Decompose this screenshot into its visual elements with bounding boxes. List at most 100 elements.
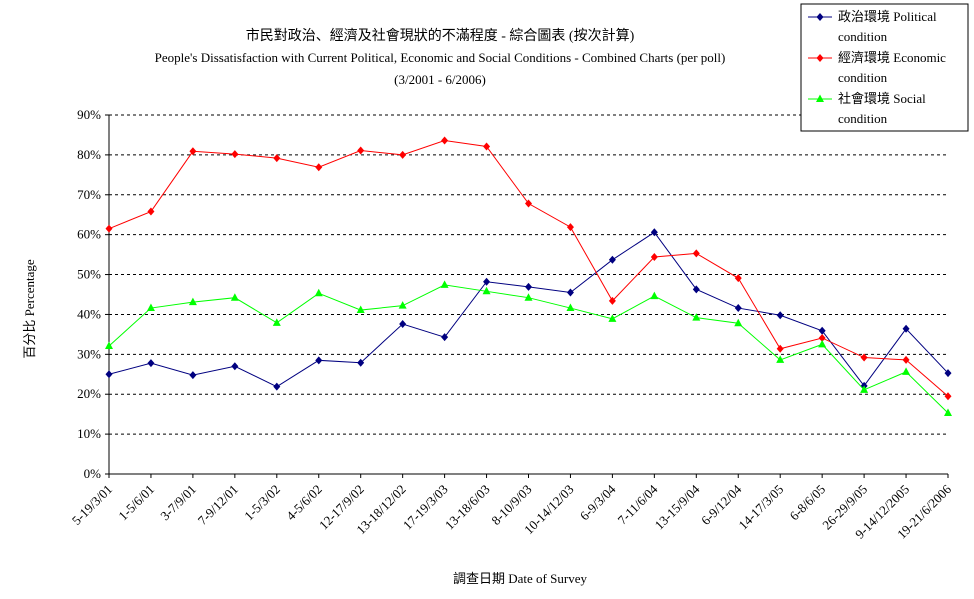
series-line: [108, 140, 949, 397]
x-tick-label: 1-5/3/02: [241, 482, 283, 524]
data-point: [483, 277, 491, 286]
y-tick-label: 60%: [77, 227, 101, 242]
data-point: [105, 224, 113, 233]
y-tick-label: 30%: [77, 346, 101, 361]
data-point: [818, 339, 827, 348]
data-point: [441, 333, 449, 342]
y-axis-ticks: 0% 10% 20% 30% 40% 50% 60% 70% 80% 90%: [77, 107, 109, 481]
data-point: [944, 408, 952, 416]
data-point: [524, 293, 533, 301]
data-point: [608, 255, 616, 264]
x-tick-label: 7-9/12/01: [195, 482, 241, 528]
data-point: [399, 150, 407, 159]
x-tick-label: 6-8/6/05: [787, 482, 829, 524]
legend-label-cont: condition: [838, 111, 888, 126]
data-point: [399, 320, 407, 329]
data-point: [944, 369, 952, 378]
data-point: [357, 358, 365, 367]
data-point: [734, 274, 742, 283]
data-point: [189, 147, 197, 156]
legend-label-cont: condition: [838, 29, 888, 44]
x-tick-label: 13-18/6/03: [442, 482, 493, 533]
legend-marker: [816, 54, 824, 62]
x-tick-label: 17-19/3/03: [400, 482, 451, 533]
data-point: [147, 359, 155, 368]
x-axis-label: 調查日期 Date of Survey: [453, 571, 587, 586]
data-point: [608, 296, 616, 305]
data-point: [902, 324, 910, 333]
data-point: [482, 286, 491, 295]
data-point: [230, 293, 239, 301]
data-point: [776, 344, 784, 353]
legend-marker: [816, 94, 824, 102]
data-point: [188, 297, 197, 306]
legend: 政治環境 Political condition 經濟環境 Economic cond…: [800, 3, 969, 132]
data-point: [315, 356, 323, 365]
y-tick-label: 80%: [77, 147, 101, 162]
chart-title: 市民對政治、經濟及社會現狀的不滿程度 - 綜合圖表 (按次計算): [246, 27, 635, 44]
data-point: [356, 305, 365, 314]
y-tick-label: 10%: [77, 426, 101, 441]
gridlines: [109, 114, 948, 435]
data-point: [650, 253, 658, 262]
legend-label: 社會環境 Social: [838, 91, 926, 106]
data-point: [525, 199, 532, 208]
y-tick-label: 50%: [77, 267, 101, 282]
data-point: [231, 150, 239, 159]
data-point: [734, 318, 743, 327]
data-point: [650, 228, 658, 237]
y-tick-label: 70%: [77, 187, 101, 202]
x-axis-ticks: 5-19/3/01 1-5/6/01 3-7/9/017-9/12/01 1-5/3/…: [69, 474, 954, 542]
data-point: [231, 362, 239, 371]
data-point: [483, 142, 491, 151]
legend-marker: [816, 13, 824, 21]
series-1: [105, 136, 952, 401]
data-point: [357, 146, 365, 155]
x-tick-label: 14-17/3/05: [735, 482, 786, 533]
series-line: [108, 284, 949, 414]
data-point: [692, 249, 700, 258]
data-point: [189, 371, 197, 380]
x-tick-label: 6-9/3/04: [577, 481, 619, 523]
chart-subtitle: People's Dissatisfaction with Current Po…: [155, 50, 726, 65]
data-point: [860, 385, 869, 393]
data-point: [860, 353, 868, 362]
data-point: [566, 223, 574, 232]
legend-box: [800, 3, 969, 132]
y-tick-label: 90%: [77, 107, 101, 122]
y-axis-label: 百分比 Percentage: [22, 259, 37, 359]
data-point: [315, 163, 323, 172]
x-tick-label: 1-5/6/01: [115, 482, 157, 524]
data-point: [273, 154, 281, 163]
data-point: [525, 282, 532, 291]
data-point: [314, 288, 323, 297]
series-0: [105, 228, 952, 391]
data-point: [818, 326, 826, 335]
data-point: [398, 301, 407, 309]
y-tick-label: 40%: [77, 306, 101, 321]
x-tick-label: 3-7/9/01: [157, 482, 199, 524]
x-tick-label: 4-5/6/02: [283, 482, 325, 524]
data-point: [147, 207, 155, 216]
data-point: [273, 382, 281, 391]
data-point: [566, 303, 575, 312]
data-point: [692, 285, 700, 294]
data-point: [944, 392, 952, 401]
data-point: [902, 355, 910, 364]
series-layer: [105, 136, 952, 416]
data-point: [441, 136, 449, 145]
data-point: [566, 288, 574, 297]
data-point: [650, 291, 659, 300]
data-point: [776, 355, 785, 363]
chart-period: (3/2001 - 6/2006): [394, 72, 486, 87]
data-point: [776, 311, 784, 320]
series-2: [105, 280, 952, 416]
data-point: [734, 304, 742, 313]
x-tick-label: 13-15/9/04: [651, 481, 702, 532]
y-tick-label: 0%: [84, 466, 102, 481]
data-point: [105, 341, 113, 349]
data-point: [692, 313, 701, 321]
data-point: [902, 367, 911, 375]
y-tick-label: 20%: [77, 386, 101, 401]
